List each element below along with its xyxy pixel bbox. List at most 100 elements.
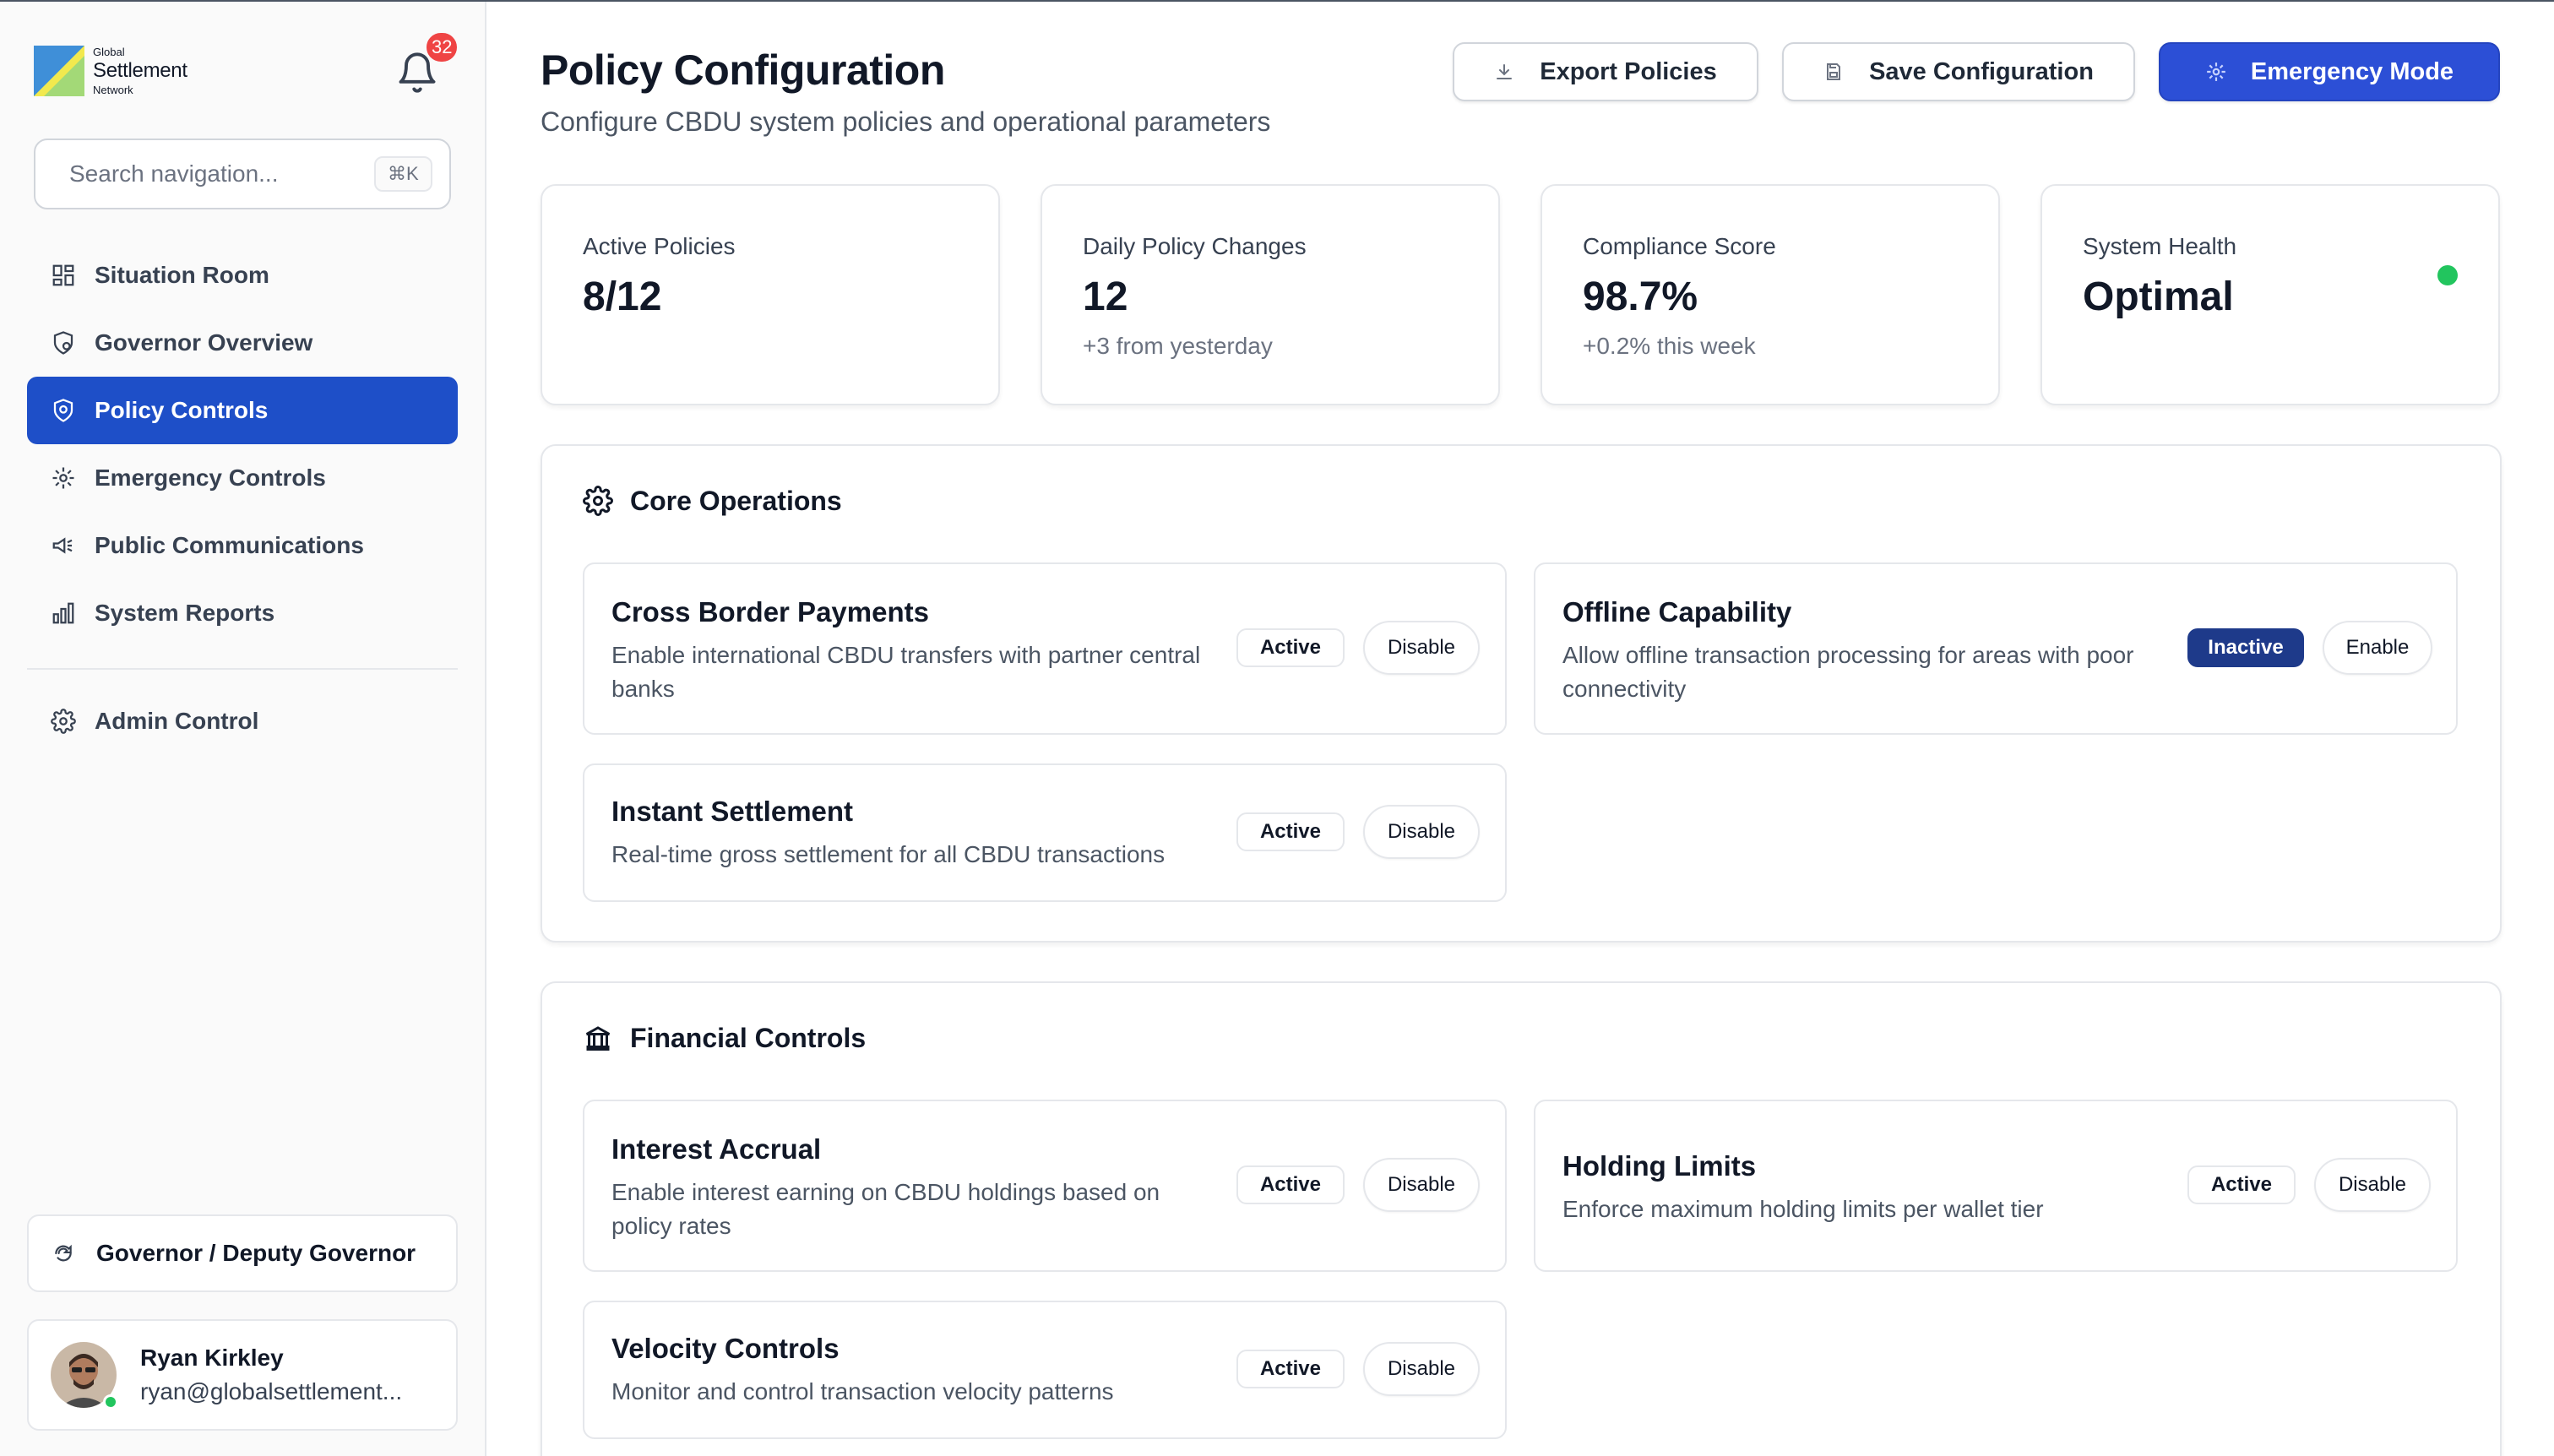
- nav-item-label: Public Communications: [95, 532, 364, 558]
- role-switcher[interactable]: Governor / Deputy Governor: [27, 1214, 458, 1292]
- stat-label: Daily Policy Changes: [1083, 233, 1307, 259]
- avatar-image: [51, 1342, 117, 1408]
- policy-description: Enable interest earning on CBDU holdings…: [611, 1179, 1160, 1239]
- notification-count-badge: 32: [424, 30, 460, 64]
- sidebar: Global Settlement Network 32 ⌘K Situatio…: [0, 2, 486, 1456]
- avatar: [51, 1342, 118, 1410]
- save-icon: [1823, 60, 1847, 84]
- gear-icon: [49, 707, 78, 736]
- emergency-mode-button[interactable]: Emergency Mode: [2159, 42, 2500, 101]
- main-nav: Situation Room Governor Overview Policy …: [27, 242, 458, 647]
- stat-value: 98.7%: [1583, 274, 1698, 319]
- disable-button[interactable]: Disable: [1363, 1342, 1480, 1396]
- nav-item-label: Situation Room: [95, 262, 269, 288]
- nav-item-label: Emergency Controls: [95, 465, 326, 491]
- stat-value: 8/12: [583, 274, 662, 319]
- gear-icon: [583, 485, 615, 517]
- nav-item-admin-control[interactable]: Admin Control: [27, 687, 458, 755]
- section-title: Core Operations: [630, 485, 842, 516]
- policy-description: Enable international CBDU transfers with…: [611, 642, 1201, 702]
- nav-item-emergency-controls[interactable]: Emergency Controls: [27, 444, 458, 512]
- policy-description: Real-time gross settlement for all CBDU …: [611, 841, 1166, 867]
- status-badge: Active: [1236, 1350, 1345, 1388]
- nav-item-label: System Reports: [95, 600, 275, 626]
- section-title: Financial Controls: [630, 1022, 867, 1053]
- nav-item-label: Governor Overview: [95, 329, 313, 356]
- policy-title: Cross Border Payments: [611, 596, 929, 627]
- logo-text-bottom: Network: [93, 84, 133, 96]
- status-badge: Active: [2187, 1165, 2296, 1204]
- user-name: Ryan Kirkley: [140, 1345, 284, 1371]
- disable-button[interactable]: Disable: [1363, 1158, 1480, 1212]
- save-configuration-label: Save Configuration: [1869, 57, 2094, 85]
- policy-card-interest-accrual: Interest Accrual Enable interest earning…: [583, 1100, 1507, 1272]
- policy-card-holding-limits: Holding Limits Enforce maximum holding l…: [1534, 1100, 2458, 1272]
- download-icon: [1494, 60, 1518, 84]
- policy-title: Holding Limits: [1562, 1150, 1757, 1182]
- stat-card-system-health: System Health Optimal: [2040, 184, 2500, 405]
- shield-user-icon: [49, 329, 78, 357]
- emergency-mode-label: Emergency Mode: [2250, 57, 2454, 85]
- stat-label: Active Policies: [583, 233, 736, 259]
- policy-description: Monitor and control transaction velocity…: [611, 1378, 1114, 1404]
- nav-item-public-communications[interactable]: Public Communications: [27, 512, 458, 579]
- logo-mark-icon: [34, 46, 84, 96]
- search-input[interactable]: [69, 160, 374, 187]
- enable-button[interactable]: Enable: [2323, 621, 2432, 675]
- nav-item-situation-room[interactable]: Situation Room: [27, 242, 458, 309]
- bar-chart-icon: [49, 599, 78, 627]
- logo-text-top: Global: [93, 46, 125, 58]
- stat-card-compliance-score: Compliance Score 98.7% +0.2% this week: [1541, 184, 2000, 405]
- nav-item-label: Policy Controls: [95, 397, 269, 423]
- disable-button[interactable]: Disable: [1363, 805, 1480, 859]
- stat-value: Optimal: [2083, 274, 2234, 319]
- user-profile[interactable]: Ryan Kirkley ryan@globalsettlement...: [27, 1319, 458, 1431]
- search-shortcut-hint: ⌘K: [374, 156, 432, 192]
- section-core-operations: Core Operations Cross Border Payments En…: [541, 444, 2502, 943]
- disable-button[interactable]: Disable: [2314, 1158, 2431, 1212]
- page-subtitle: Configure CBDU system policies and opera…: [541, 106, 1271, 137]
- stat-label: System Health: [2083, 233, 2237, 259]
- bell-icon: [399, 52, 436, 93]
- health-status-dot: [2437, 265, 2458, 285]
- shield-icon: [49, 396, 78, 425]
- nav-item-system-reports[interactable]: System Reports: [27, 579, 458, 647]
- megaphone-icon: [49, 531, 78, 560]
- policy-title: Offline Capability: [1562, 596, 1792, 627]
- nav-item-policy-controls[interactable]: Policy Controls: [27, 377, 458, 444]
- stat-sub: +0.2% this week: [1583, 333, 1756, 359]
- nav-item-governor-overview[interactable]: Governor Overview: [27, 309, 458, 377]
- export-policies-button[interactable]: Export Policies: [1453, 42, 1758, 101]
- nav-item-label: Admin Control: [95, 708, 259, 734]
- window-top-border: [0, 0, 2554, 2]
- section-header: Core Operations: [583, 485, 842, 517]
- stat-value: 12: [1083, 274, 1128, 319]
- section-financial-controls: Financial Controls Interest Accrual Enab…: [541, 981, 2502, 1456]
- status-badge: Inactive: [2187, 628, 2304, 667]
- export-policies-label: Export Policies: [1540, 57, 1717, 85]
- save-configuration-button[interactable]: Save Configuration: [1782, 42, 2135, 101]
- logo[interactable]: Global Settlement Network: [34, 44, 203, 98]
- logo-text: Global Settlement Network: [93, 46, 187, 95]
- policy-title: Interest Accrual: [611, 1133, 822, 1165]
- policy-card-velocity-controls: Velocity Controls Monitor and control tr…: [583, 1301, 1507, 1439]
- snowflake-gear-icon: [2205, 60, 2229, 84]
- policy-card-offline-capability: Offline Capability Allow offline transac…: [1534, 562, 2458, 735]
- section-header: Financial Controls: [583, 1022, 866, 1054]
- page-title: Policy Configuration: [541, 46, 945, 94]
- main-content: Policy Configuration Configure CBDU syst…: [488, 2, 2554, 1456]
- policy-card-instant-settlement: Instant Settlement Real-time gross settl…: [583, 763, 1507, 902]
- admin-nav: Admin Control: [27, 687, 458, 755]
- notifications-button[interactable]: [395, 51, 439, 95]
- status-badge: Active: [1236, 628, 1345, 667]
- switch-icon: [52, 1241, 78, 1266]
- status-badge: Active: [1236, 812, 1345, 851]
- dashboard-icon: [49, 261, 78, 290]
- nav-divider: [27, 668, 458, 670]
- stat-card-daily-policy-changes: Daily Policy Changes 12 +3 from yesterda…: [1041, 184, 1500, 405]
- snowflake-gear-icon: [49, 464, 78, 492]
- policy-description: Allow offline transaction processing for…: [1562, 642, 2134, 702]
- stat-sub: +3 from yesterday: [1083, 333, 1273, 359]
- search-box[interactable]: ⌘K: [34, 139, 451, 209]
- disable-button[interactable]: Disable: [1363, 621, 1480, 675]
